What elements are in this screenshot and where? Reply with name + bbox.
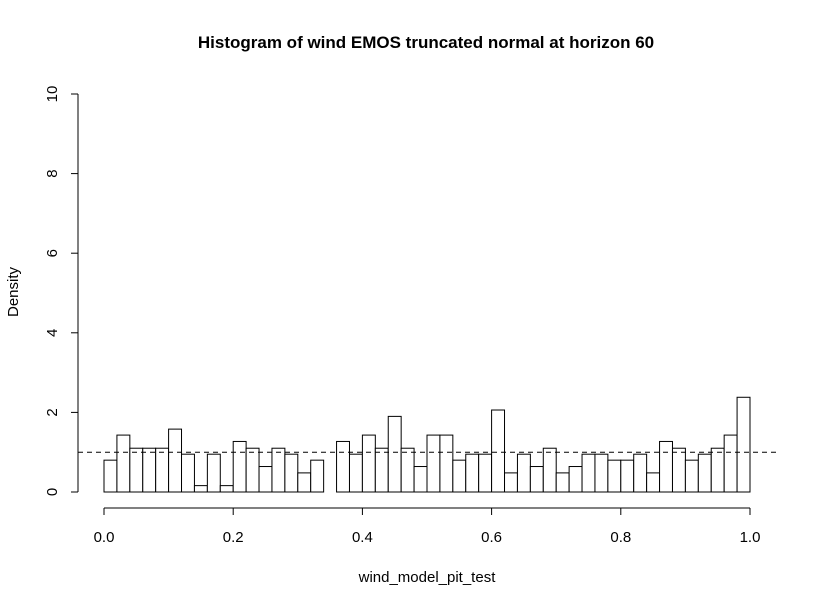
histogram-bar	[232, 440, 247, 493]
x-tick-label: 0.4	[352, 529, 373, 546]
y-tick-label: 10	[44, 86, 61, 103]
histogram-bar	[723, 434, 738, 493]
histogram-bar	[452, 459, 467, 493]
x-axis: 0.0 0.2 0.4 0.6 0.8 1.0	[94, 507, 761, 546]
histogram-bar	[310, 459, 325, 493]
histogram-bar	[620, 459, 635, 493]
histogram-bar	[258, 466, 273, 493]
y-tick-label: 4	[44, 329, 61, 337]
histogram-bar	[671, 447, 686, 493]
histogram-bar	[426, 434, 441, 493]
histogram-bar	[542, 447, 557, 493]
y-tick-label: 6	[44, 249, 61, 257]
x-tick-label: 0.0	[94, 529, 115, 546]
histogram-bar	[594, 453, 609, 493]
histogram-bar	[710, 447, 725, 493]
histogram-bar	[659, 440, 673, 493]
histogram-bar	[607, 459, 622, 493]
histogram-bar	[271, 447, 286, 493]
histogram-bar	[646, 472, 661, 493]
histogram-bar	[684, 459, 699, 493]
histogram-bar	[219, 485, 234, 493]
chart-title: Histogram of wind EMOS truncated normal …	[198, 33, 654, 52]
histogram-bar	[181, 453, 195, 493]
x-tick-label: 1.0	[740, 529, 761, 546]
histogram-bar	[129, 447, 144, 493]
histogram-bar	[103, 459, 118, 493]
histogram-bar	[413, 466, 428, 493]
histogram-bar	[336, 440, 350, 493]
histogram-bar	[633, 453, 648, 493]
histogram-bar	[361, 434, 376, 493]
histogram-bar	[439, 434, 454, 493]
x-tick-label: 0.6	[481, 529, 502, 546]
x-tick-label: 0.2	[223, 529, 244, 546]
histogram-bar	[736, 396, 751, 493]
histogram-bar	[697, 453, 712, 493]
histogram-bar	[193, 485, 208, 493]
histogram-bar	[245, 447, 260, 493]
histogram-bar	[555, 472, 570, 493]
histogram-bar	[168, 428, 183, 493]
histogram-bar	[116, 434, 131, 493]
histogram-bar	[491, 409, 506, 493]
histogram-bar	[297, 472, 312, 493]
histogram-bar	[516, 453, 531, 493]
y-axis-label: Density	[5, 266, 22, 317]
histogram-bar	[529, 466, 544, 493]
histogram-bar	[465, 453, 480, 493]
histogram-bar	[478, 453, 493, 493]
x-axis-label: wind_model_pit_test	[358, 569, 497, 586]
y-tick-label: 0	[44, 488, 61, 496]
histogram-bar	[374, 447, 389, 493]
y-tick-label: 8	[44, 169, 61, 177]
histogram-bar	[142, 447, 157, 493]
histogram-bar	[206, 453, 221, 493]
histogram-bar	[568, 466, 583, 493]
histogram-bar	[284, 453, 299, 493]
histogram-bar	[387, 415, 402, 493]
histogram-bar	[581, 453, 596, 493]
histogram-bar	[155, 447, 170, 493]
x-tick-label: 0.8	[610, 529, 631, 546]
y-tick-label: 2	[44, 408, 61, 416]
bars-group	[103, 396, 751, 493]
histogram-bar	[348, 453, 363, 493]
histogram-bar	[400, 447, 415, 493]
histogram-bar	[504, 472, 518, 493]
y-axis: 0 2 4 6 8 10	[44, 86, 79, 496]
